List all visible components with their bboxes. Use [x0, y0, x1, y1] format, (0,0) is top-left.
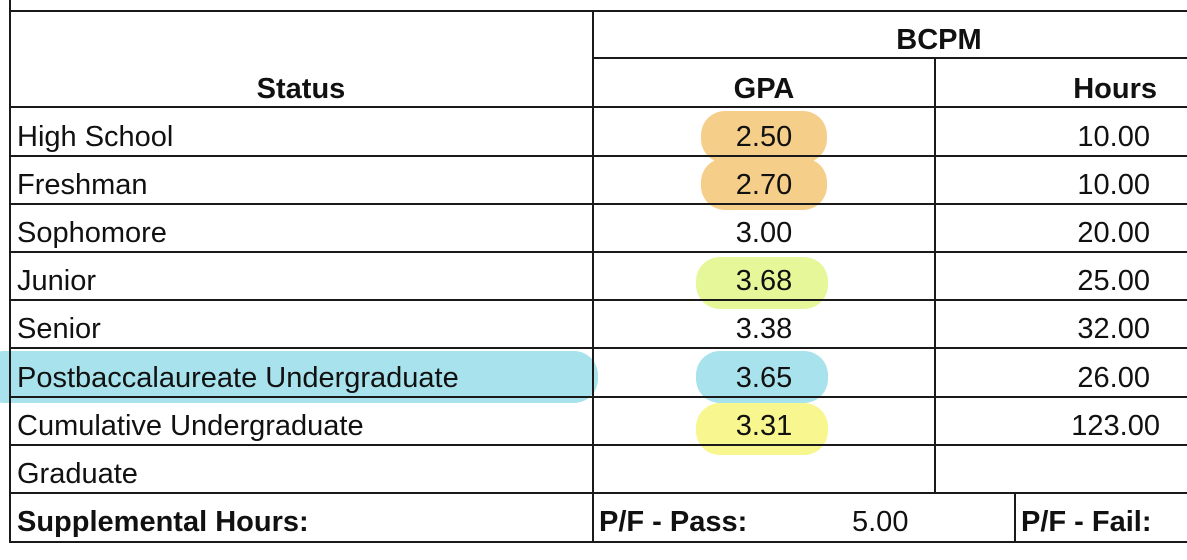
header-bcpm: BCPM — [896, 24, 982, 56]
grid-pass-fail-divider — [1014, 492, 1016, 543]
grid-row-line — [9, 347, 1187, 349]
grid-header-bottom — [9, 106, 1187, 108]
row-status: Postbaccalaureate Undergraduate — [17, 362, 459, 394]
grid-row-line — [9, 492, 1187, 494]
row-status: Cumulative Undergraduate — [17, 410, 364, 442]
pass-label: P/F - Pass: — [599, 506, 748, 538]
highlight-postbacc-gpa — [696, 351, 828, 403]
grid-status-divider — [592, 10, 594, 543]
row-hours: 10.00 — [1077, 121, 1150, 153]
row-gpa: 3.38 — [735, 313, 793, 345]
row-hours: 10.00 — [1077, 169, 1150, 201]
row-hours: 32.00 — [1077, 313, 1150, 345]
header-hours: Hours — [1073, 73, 1157, 105]
row-hours: 26.00 — [1077, 362, 1150, 394]
row-status: High School — [17, 121, 174, 153]
highlight-high-school-gpa — [701, 111, 827, 163]
grid-row-line — [9, 444, 1187, 446]
grid-row-line — [9, 251, 1187, 253]
row-gpa: 2.70 — [735, 169, 793, 201]
header-status: Status — [256, 73, 346, 105]
header-gpa: GPA — [733, 73, 795, 105]
grid-row-line — [9, 396, 1187, 398]
row-status: Senior — [17, 313, 101, 345]
row-gpa: 3.00 — [735, 217, 793, 249]
row-status: Sophomore — [17, 217, 167, 249]
row-hours: 20.00 — [1077, 217, 1150, 249]
grid-bcpm-divider — [592, 57, 1187, 59]
grid-row-line — [9, 299, 1187, 301]
row-status: Graduate — [17, 458, 138, 490]
highlight-freshman-gpa — [701, 158, 827, 210]
highlight-postbacc-status — [0, 351, 598, 403]
row-hours: 123.00 — [1071, 410, 1160, 442]
row-status: Freshman — [17, 169, 148, 201]
row-hours: 25.00 — [1077, 265, 1150, 297]
grid-row-line — [9, 203, 1187, 205]
grid-row-line — [9, 155, 1187, 157]
fail-label: P/F - Fail: — [1021, 506, 1152, 538]
row-gpa: 3.65 — [735, 362, 793, 394]
grid-gpa-hours-divider — [934, 57, 936, 493]
row-status: Junior — [17, 265, 96, 297]
grid-top — [9, 10, 1187, 12]
row-gpa: 3.68 — [735, 265, 793, 297]
pass-value: 5.00 — [852, 506, 909, 538]
row-gpa: 2.50 — [735, 121, 793, 153]
highlight-cumulative-gpa — [696, 403, 828, 455]
grid-left-border — [9, 0, 11, 543]
supplemental-hours-label: Supplemental Hours: — [17, 506, 309, 538]
row-gpa: 3.31 — [735, 410, 793, 442]
grid-bottom — [9, 541, 1187, 543]
